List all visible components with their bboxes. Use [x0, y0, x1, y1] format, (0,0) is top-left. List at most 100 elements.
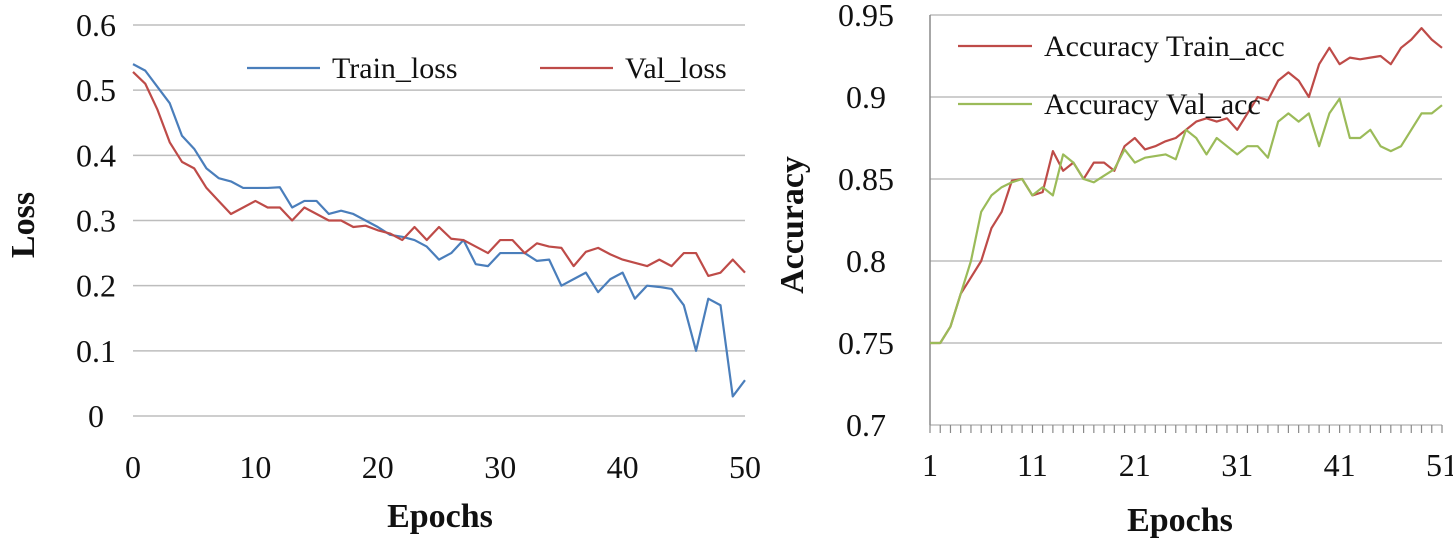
data-point	[1440, 46, 1444, 50]
y-tick-label: 0	[88, 398, 104, 434]
data-point	[682, 303, 686, 307]
data-point	[559, 284, 563, 288]
data-point	[1368, 128, 1372, 132]
data-point	[948, 325, 952, 329]
data-point	[1133, 136, 1137, 140]
data-point	[1051, 193, 1055, 197]
data-point	[351, 212, 355, 216]
data-point	[449, 251, 453, 255]
data-point	[486, 264, 490, 268]
y-tick-label: 0.4	[76, 137, 116, 173]
data-point	[657, 285, 661, 289]
data-point	[241, 205, 245, 209]
data-point	[339, 209, 343, 213]
data-point	[143, 69, 147, 73]
data-point	[1430, 111, 1434, 115]
data-point	[474, 262, 478, 266]
y-tick-label: 0.6	[76, 7, 116, 43]
data-point	[1389, 62, 1393, 66]
data-point	[241, 186, 245, 190]
y-tick-label: 0.85	[838, 161, 894, 197]
data-point	[969, 259, 973, 263]
data-point	[168, 140, 172, 144]
data-point	[155, 85, 159, 89]
data-point	[633, 297, 637, 301]
x-tick-label: 11	[1017, 447, 1048, 483]
data-point	[180, 160, 184, 164]
data-point	[278, 185, 282, 189]
data-point	[1317, 144, 1321, 148]
data-point	[1061, 169, 1065, 173]
data-point	[633, 261, 637, 265]
data-point	[315, 199, 319, 203]
data-point	[1184, 128, 1188, 132]
data-point	[131, 62, 135, 66]
data-point	[535, 241, 539, 245]
data-point	[437, 258, 441, 262]
data-point	[584, 271, 588, 275]
data-point	[1082, 177, 1086, 181]
data-point	[706, 297, 710, 301]
data-point	[266, 186, 270, 190]
data-point	[1174, 136, 1178, 140]
data-point	[131, 70, 135, 74]
data-point	[425, 245, 429, 249]
data-point	[719, 303, 723, 307]
data-point	[621, 258, 625, 262]
data-point	[1235, 128, 1239, 132]
data-point	[1440, 103, 1444, 107]
data-point	[315, 212, 319, 216]
data-point	[1297, 120, 1301, 124]
x-tick-label: 10	[239, 449, 271, 485]
data-point	[278, 205, 282, 209]
data-point	[621, 271, 625, 275]
data-point	[596, 290, 600, 294]
data-point	[1020, 177, 1024, 181]
data-point	[1133, 161, 1137, 165]
data-point	[645, 284, 649, 288]
data-point	[1204, 152, 1208, 156]
data-point	[1071, 161, 1075, 165]
data-point	[959, 292, 963, 296]
data-point	[1307, 95, 1311, 99]
data-point	[1123, 147, 1127, 151]
data-point	[204, 166, 208, 170]
data-point	[498, 251, 502, 255]
y-axis-title: Loss	[5, 192, 42, 258]
data-point	[694, 349, 698, 353]
data-point	[572, 277, 576, 281]
legend-label: Train_loss	[332, 52, 458, 85]
data-point	[1215, 136, 1219, 140]
series-line-train-loss	[132, 63, 746, 398]
data-point	[547, 245, 551, 249]
data-point	[1102, 174, 1106, 178]
data-point	[510, 238, 514, 242]
x-tick-label: 40	[607, 449, 639, 485]
data-point	[596, 246, 600, 250]
data-point	[1297, 79, 1301, 83]
x-tick-label: 1	[922, 447, 938, 483]
data-point	[1286, 70, 1290, 74]
data-point	[1399, 144, 1403, 148]
y-tick-label: 0.95	[838, 0, 894, 33]
data-point	[608, 252, 612, 256]
data-point	[168, 101, 172, 105]
data-point	[1143, 156, 1147, 160]
data-point	[143, 82, 147, 86]
data-point	[437, 225, 441, 229]
data-point	[1153, 144, 1157, 148]
data-point	[376, 228, 380, 232]
data-point	[474, 245, 478, 249]
data-point	[1030, 193, 1034, 197]
data-point	[1266, 156, 1270, 160]
data-point	[1092, 161, 1096, 165]
data-point	[1399, 46, 1403, 50]
legend-label: Accuracy Val_acc	[1044, 88, 1261, 121]
data-point	[229, 179, 233, 183]
x-tick-label: 20	[362, 449, 394, 485]
data-point	[266, 205, 270, 209]
data-point	[180, 134, 184, 138]
data-point	[192, 147, 196, 151]
y-tick-label: 0.3	[76, 203, 116, 239]
x-axis-title: Epochs	[1127, 502, 1233, 539]
